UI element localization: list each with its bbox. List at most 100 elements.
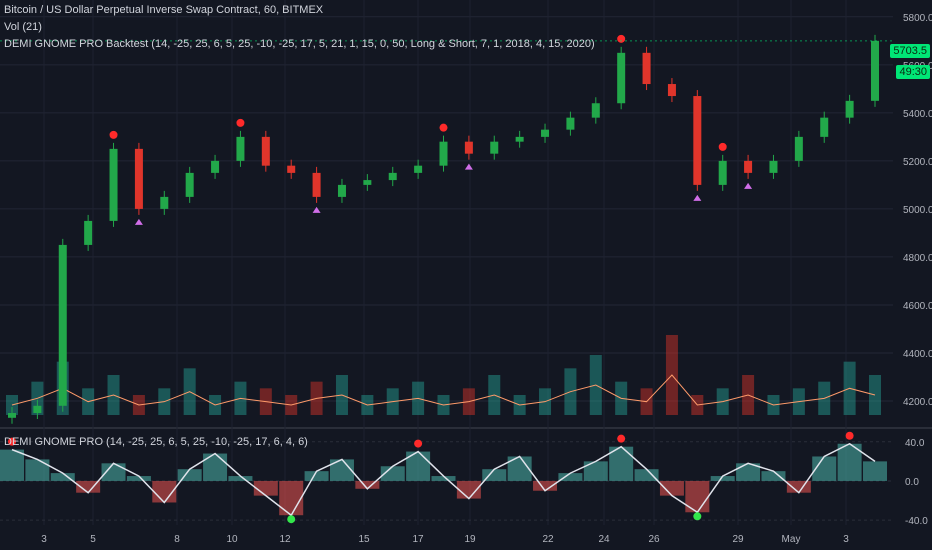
osc-area-segment [786, 480, 811, 493]
osc-area-segment [203, 453, 228, 481]
price-candle [515, 136, 524, 142]
osc-oversold-marker [287, 515, 296, 524]
time-tick-label-7: 19 [464, 534, 476, 545]
long-signal-arrow [464, 163, 473, 170]
price-tick-label-6: 4600.0 [903, 301, 932, 312]
price-candle [8, 412, 16, 418]
price-candle [464, 141, 473, 154]
osc-area-segment [329, 459, 354, 481]
price-candle [58, 244, 67, 406]
short-signal-marker [439, 123, 448, 132]
osc-overbought-marker [845, 431, 854, 440]
price-candle [820, 117, 829, 137]
price-tick-label-2: 5400.0 [903, 109, 932, 120]
price-candle [109, 148, 118, 221]
osc-area-segment [126, 476, 151, 481]
osc-area-segment [304, 471, 329, 481]
price-tick-label-4: 5000.0 [903, 205, 932, 216]
time-tick-label-10: 26 [648, 534, 660, 545]
price-tick-label-5: 4800.0 [903, 253, 932, 264]
osc-overbought-marker [414, 439, 423, 448]
osc-area-segment [761, 471, 786, 481]
price-candle [591, 103, 600, 118]
price-candle [667, 84, 676, 97]
short-signal-marker [236, 118, 245, 127]
osc-overbought-marker [617, 434, 626, 443]
price-candle [84, 220, 93, 245]
osc-area-segment [659, 480, 684, 496]
osc-area-segment [710, 476, 735, 481]
time-tick-label-8: 22 [542, 534, 554, 545]
price-candle [845, 100, 854, 118]
osc-area-segment [431, 476, 456, 481]
osc-area-segment [76, 480, 101, 493]
osc-area-segment [0, 449, 24, 481]
osc-tick-label-1: 0.0 [905, 477, 919, 488]
price-candle [744, 160, 753, 173]
osc-area-segment [482, 469, 507, 481]
osc-area-segment [863, 461, 887, 481]
time-tick-label-5: 15 [358, 534, 370, 545]
osc-area-segment [736, 463, 761, 481]
oscillator-legend: DEMI GNOME PRO (14, -25, 25, 6, 5, 25, -… [4, 436, 308, 448]
osc-oversold-marker [693, 512, 702, 521]
time-tick-label-3: 10 [226, 534, 238, 545]
osc-area-segment [558, 473, 583, 481]
osc-area-segment [228, 476, 253, 481]
price-candle [718, 160, 727, 185]
osc-area-segment [101, 463, 126, 481]
osc-area-segment [253, 480, 278, 496]
osc-tick-label-2: -40.0 [905, 516, 928, 527]
price-candle [642, 52, 651, 85]
price-candle [33, 405, 42, 413]
price-candle [490, 141, 499, 154]
osc-area-segment [25, 459, 50, 481]
price-candle [617, 52, 626, 104]
osc-area-segment [177, 469, 202, 481]
price-candle [337, 184, 346, 197]
osc-area-segment [355, 480, 380, 489]
osc-area-segment [609, 446, 634, 481]
current-price-label: 5703.5 [890, 44, 930, 58]
price-candle [541, 129, 550, 137]
price-candle [871, 40, 879, 101]
osc-area-segment [380, 466, 405, 481]
price-candle [439, 141, 448, 166]
short-signal-marker [617, 34, 626, 43]
time-tick-label-6: 17 [412, 534, 424, 545]
price-candle [287, 165, 296, 173]
price-candle [769, 160, 778, 173]
price-candle [363, 180, 372, 185]
price-candle [312, 172, 321, 197]
price-candle [566, 117, 575, 130]
osc-area-segment [279, 480, 304, 516]
short-signal-marker [109, 130, 118, 139]
time-tick-label-2: 8 [174, 534, 180, 545]
time-tick-label-9: 24 [598, 534, 610, 545]
price-candle [236, 136, 245, 161]
strategy-legend: DEMI GNOME PRO Backtest (14, -25, 25, 6,… [4, 38, 595, 50]
short-signal-marker [718, 142, 727, 151]
time-tick-label-0: 3 [41, 534, 47, 545]
price-tick-label-3: 5200.0 [903, 157, 932, 168]
osc-area-segment [634, 469, 659, 481]
volume-ma-line [11, 374, 876, 406]
price-tick-label-8: 4200.0 [903, 397, 932, 408]
osc-tick-label-0: 40.0 [905, 438, 925, 449]
long-signal-arrow [312, 206, 321, 213]
osc-area-segment [533, 480, 558, 491]
price-candle [794, 136, 803, 161]
time-tick-label-13: 3 [843, 534, 849, 545]
price-candle [261, 136, 270, 166]
price-candle [185, 172, 194, 197]
osc-overbought-marker [8, 437, 16, 446]
long-signal-arrow [693, 194, 702, 201]
oscillator-line [11, 442, 876, 517]
time-tick-label-12: May [782, 534, 801, 545]
long-signal-arrow [744, 182, 753, 189]
price-candle [693, 96, 702, 185]
price-candle [414, 165, 423, 173]
countdown-label: 49:30 [896, 65, 930, 79]
